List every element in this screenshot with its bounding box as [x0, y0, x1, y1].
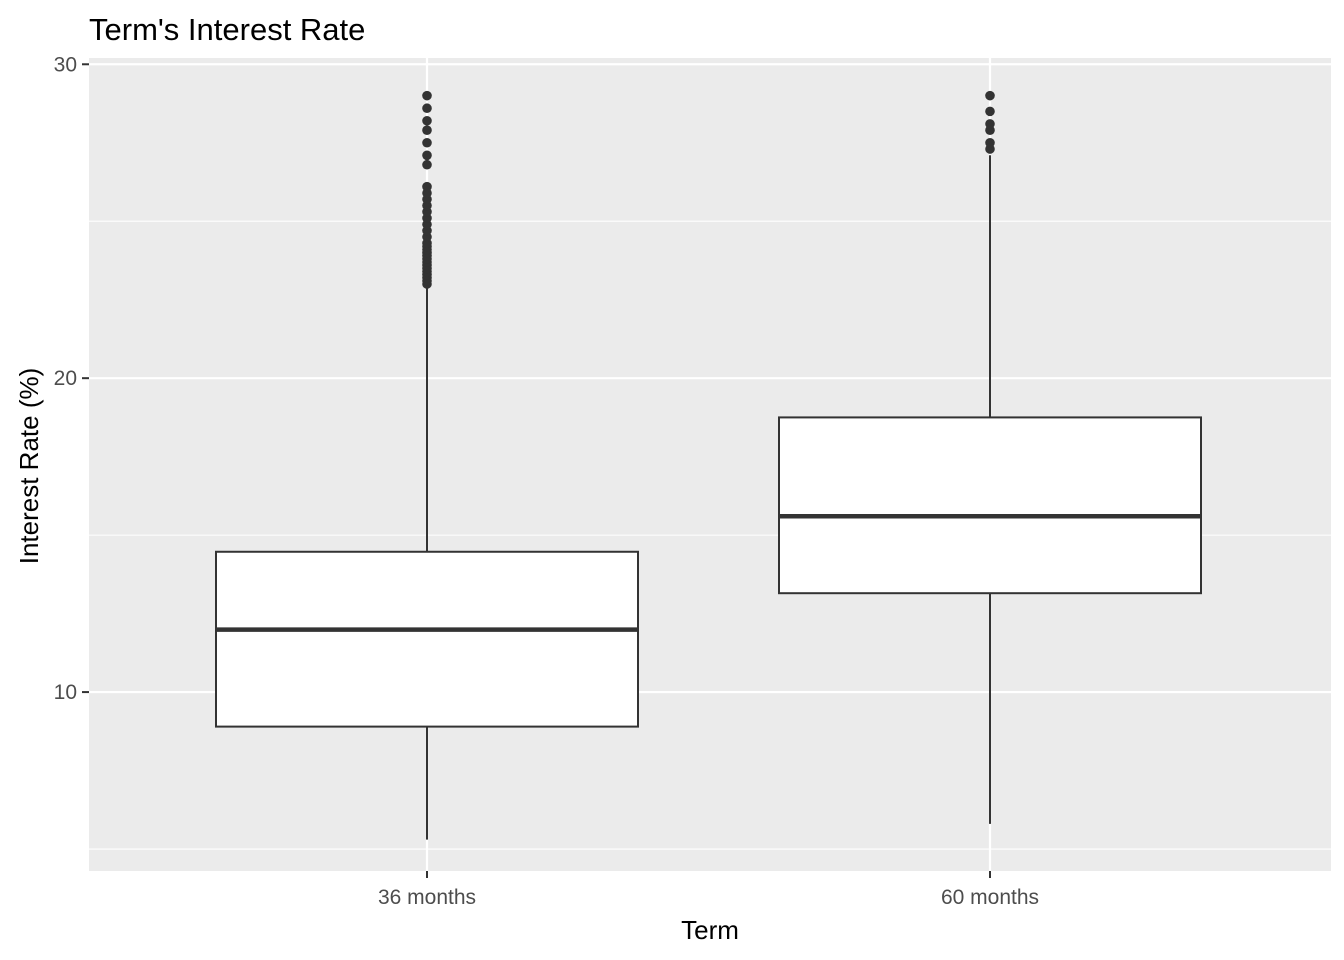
outlier-point: [422, 159, 432, 170]
outlier-point: [422, 137, 432, 148]
outlier-point: [985, 119, 995, 129]
outlier-point: [985, 90, 995, 101]
box-60-months: [778, 90, 1202, 824]
outlier-point: [422, 90, 432, 101]
chart-title: Term's Interest Rate: [89, 12, 365, 47]
x-tick-label: 36 months: [378, 886, 476, 909]
y-axis: 10 20 30: [54, 53, 89, 704]
outlier-point: [422, 150, 432, 161]
boxplot-series: [215, 90, 1202, 840]
outlier-point: [985, 137, 995, 148]
outlier-point: [422, 115, 432, 126]
box-iqr: [778, 416, 1202, 595]
outlier-point: [422, 125, 432, 135]
x-axis: 36 months 60 months: [378, 871, 1039, 909]
outlier-point: [422, 181, 432, 192]
box-36-months: [215, 90, 639, 840]
y-tick-label: 10: [54, 681, 77, 704]
x-tick-label: 60 months: [941, 886, 1039, 909]
outlier-point: [985, 106, 995, 117]
outlier-point: [422, 103, 432, 114]
y-tick-label: 30: [54, 53, 77, 76]
y-axis-title: Interest Rate (%): [14, 368, 44, 565]
y-tick-label: 20: [54, 367, 77, 390]
box-iqr: [215, 550, 639, 728]
x-axis-title: Term: [681, 915, 739, 945]
